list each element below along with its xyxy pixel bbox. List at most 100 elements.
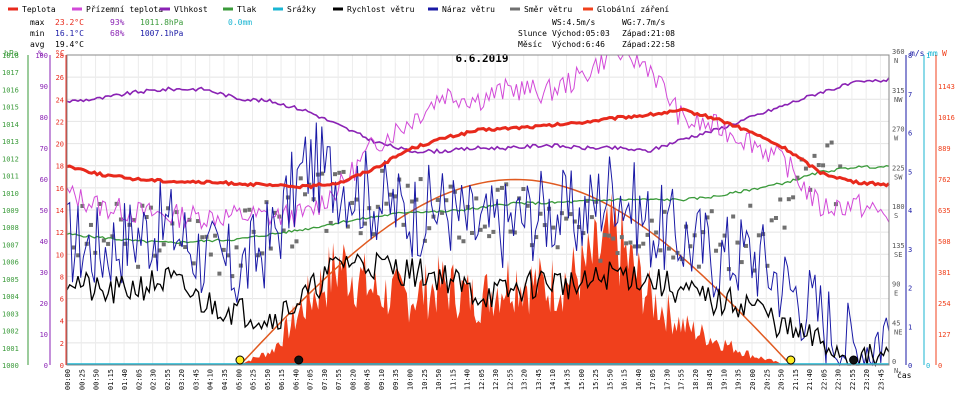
temperature-tick-label: 22	[56, 118, 64, 126]
axis-humidity-unit: %	[38, 49, 43, 58]
winddir-point	[696, 264, 701, 269]
winddir-point	[350, 200, 355, 205]
axis-rain-unit: mm	[928, 49, 938, 58]
winddir-point	[384, 201, 389, 206]
winddir-point	[153, 253, 158, 258]
winddir-point	[786, 197, 791, 202]
winddir-point	[499, 185, 504, 190]
series-temperature-line	[66, 107, 890, 190]
x-unit-label: čas	[897, 370, 912, 380]
winddir-point	[589, 215, 594, 220]
stats-avg-label: avg	[30, 40, 45, 49]
pressure-tick-label: 1013	[2, 138, 19, 146]
winddir-point	[559, 211, 564, 216]
temperature-tick-label: 28	[56, 52, 64, 60]
winddir-point	[354, 197, 359, 202]
temperature-tick-label: 6	[60, 296, 64, 304]
x-tick-label: 09:10	[378, 369, 386, 390]
winddir-dir-label: SE	[894, 251, 902, 259]
winddir-point	[534, 235, 539, 240]
winddir-point	[551, 225, 556, 230]
winddir-point	[371, 232, 376, 237]
winddir-point	[148, 205, 153, 210]
sun-rise: Východ:05:03	[552, 29, 610, 38]
winddir-point	[769, 218, 774, 223]
pressure-tick-label: 1005	[2, 276, 19, 284]
winddir-point	[482, 224, 487, 229]
temperature-tick-label: 18	[56, 163, 64, 171]
humidity-tick-label: 10	[40, 331, 48, 339]
winddir-point	[744, 243, 749, 248]
winddir-point	[765, 263, 770, 268]
temperature-tick-label: 4	[60, 318, 64, 326]
windspeed-tick-label: 3	[908, 246, 912, 254]
winddir-point	[243, 208, 248, 213]
winddir-point	[649, 218, 654, 223]
winddir-point	[273, 210, 278, 215]
right-axes: m/s mm W0N45NE90E135SE180S225SW270W315NW36…	[892, 48, 955, 375]
winddir-point	[166, 206, 171, 211]
winddir-point	[268, 246, 273, 251]
winddir-point	[392, 194, 397, 199]
winddir-point	[688, 244, 693, 249]
winddir-point	[722, 233, 727, 238]
temperature-tick-label: 10	[56, 251, 64, 259]
winddir-point	[752, 268, 757, 273]
pressure-tick-label: 1017	[2, 69, 19, 77]
axis-pressure-unit: hPa	[4, 49, 19, 58]
winddir-point	[508, 229, 513, 234]
axis-windspeed-unit: m/s	[910, 49, 925, 58]
windspeed-tick-label: 2	[908, 285, 912, 293]
winddir-point	[97, 201, 102, 206]
series-ground-temp-line	[66, 54, 890, 231]
winddir-point	[234, 245, 239, 250]
radiation-tick-label: 254	[938, 300, 951, 308]
winddir-point	[821, 163, 826, 168]
winddir-point	[705, 215, 710, 220]
winddir-point	[474, 196, 479, 201]
winddir-point	[260, 251, 265, 256]
winddir-point	[461, 239, 466, 244]
legend-label: Přízemní teplota	[86, 5, 163, 14]
winddir-point	[701, 230, 706, 235]
radiation-tick-label: 508	[938, 238, 951, 246]
winddir-point	[735, 240, 740, 245]
winddir-point	[739, 260, 744, 265]
winddir-point	[465, 204, 470, 209]
wind-gust-stat: WG:7.7m/s	[622, 18, 666, 27]
x-tick-label: 10:00	[407, 369, 415, 390]
pressure-tick-label: 1018	[2, 52, 19, 60]
winddir-point	[812, 153, 817, 158]
x-tick-label: 02:30	[150, 369, 158, 390]
winddir-point	[487, 234, 492, 239]
winddir-tick-label: 180	[892, 203, 905, 211]
windspeed-tick-label: 8	[908, 52, 912, 60]
winddir-point	[478, 227, 483, 232]
x-tick-label: 12:55	[506, 369, 514, 390]
x-tick-label: 05:25	[250, 369, 258, 390]
winddir-point	[645, 232, 650, 237]
winddir-point	[320, 171, 325, 176]
winddir-point	[457, 235, 462, 240]
winddir-point	[333, 172, 338, 177]
winddir-tick-label: 135	[892, 242, 905, 250]
winddir-point	[709, 209, 714, 214]
winddir-point	[641, 241, 646, 246]
series-pressure-line	[66, 164, 890, 244]
stats-block: max 23.2°C 93% 1011.8hPa 0.0mm min 16.1°…	[30, 18, 252, 49]
winddir-tick-label: 270	[892, 126, 905, 134]
sun-set: Západ:21:08	[622, 29, 675, 38]
series-windspeed-line	[66, 251, 890, 368]
winddir-point	[324, 228, 329, 233]
winddir-point	[512, 230, 517, 235]
winddir-point	[388, 192, 393, 197]
winddir-point	[619, 235, 624, 240]
winddir-point	[290, 244, 295, 249]
winddir-point	[525, 203, 530, 208]
stats-max-press: 1011.8hPa	[140, 18, 184, 27]
x-axis: 00:00 00:25 00:50 01:15 01:40 02:05 02:30 02:55…	[64, 369, 885, 390]
winddir-point	[285, 195, 290, 200]
winddir-point	[795, 175, 800, 180]
stats-min-hum: 68%	[110, 29, 125, 38]
pressure-tick-label: 1011	[2, 173, 19, 181]
